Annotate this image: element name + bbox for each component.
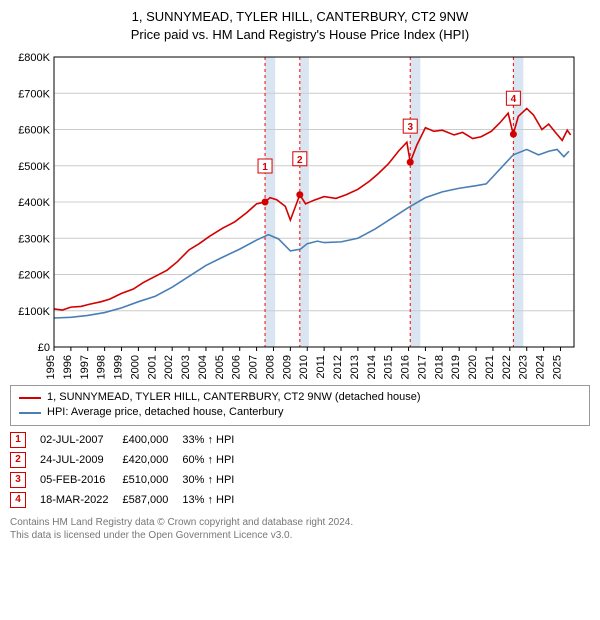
svg-text:2001: 2001: [146, 355, 158, 379]
svg-text:£100K: £100K: [18, 306, 50, 318]
svg-text:1996: 1996: [62, 355, 74, 379]
sale-date: 05-FEB-2016: [40, 470, 122, 490]
sale-delta: 33% ↑ HPI: [182, 430, 248, 450]
svg-text:1999: 1999: [113, 355, 125, 379]
sale-marker-icon: 2: [10, 452, 26, 468]
sale-delta: 30% ↑ HPI: [182, 470, 248, 490]
svg-text:£300K: £300K: [18, 233, 50, 245]
svg-text:2025: 2025: [551, 355, 563, 379]
svg-text:1997: 1997: [79, 355, 91, 379]
svg-text:2004: 2004: [197, 355, 209, 379]
chart-container: £0 £100K £200K £300K £400K £500K £600K £700K £80…: [10, 49, 590, 379]
sale-price: £587,000: [122, 490, 182, 510]
sales-table: 1 02-JUL-2007£400,00033% ↑ HPI 2 24-JUL-200…: [10, 430, 248, 510]
svg-text:£800K: £800K: [18, 52, 50, 64]
svg-text:2016: 2016: [400, 355, 412, 379]
svg-text:2009: 2009: [281, 355, 293, 379]
svg-text:2000: 2000: [129, 355, 141, 379]
legend-item-hpi: HPI: Average price, detached house, Cant…: [19, 405, 581, 420]
sale-price: £420,000: [122, 450, 182, 470]
svg-text:£200K: £200K: [18, 270, 50, 282]
svg-text:2008: 2008: [264, 355, 276, 379]
table-row: 1 02-JUL-2007£400,00033% ↑ HPI: [10, 430, 248, 450]
sale-delta: 60% ↑ HPI: [182, 450, 248, 470]
svg-text:£400K: £400K: [18, 197, 50, 209]
sale-date: 24-JUL-2009: [40, 450, 122, 470]
license-line2: This data is licensed under the Open Gov…: [10, 529, 590, 542]
sale-date: 18-MAR-2022: [40, 490, 122, 510]
svg-text:2017: 2017: [416, 355, 428, 379]
svg-text:1998: 1998: [96, 355, 108, 379]
svg-text:2005: 2005: [214, 355, 226, 379]
price-chart: £0 £100K £200K £300K £400K £500K £600K £700K £80…: [10, 49, 590, 379]
svg-text:2020: 2020: [467, 355, 479, 379]
svg-text:£600K: £600K: [18, 125, 50, 137]
svg-text:1: 1: [262, 162, 268, 173]
svg-text:2003: 2003: [180, 355, 192, 379]
license-text: Contains HM Land Registry data © Crown c…: [10, 516, 590, 542]
table-row: 4 18-MAR-2022£587,00013% ↑ HPI: [10, 490, 248, 510]
table-row: 2 24-JUL-2009£420,00060% ↑ HPI: [10, 450, 248, 470]
svg-text:2010: 2010: [298, 355, 310, 379]
legend-label-hpi: HPI: Average price, detached house, Cant…: [47, 405, 283, 420]
sale-date: 02-JUL-2007: [40, 430, 122, 450]
legend-swatch-property: [19, 397, 41, 399]
svg-text:2002: 2002: [163, 355, 175, 379]
svg-text:2011: 2011: [315, 355, 327, 379]
svg-text:2014: 2014: [366, 355, 378, 379]
title-subtitle: Price paid vs. HM Land Registry's House …: [10, 26, 590, 44]
svg-text:2018: 2018: [433, 355, 445, 379]
legend: 1, SUNNYMEAD, TYLER HILL, CANTERBURY, CT…: [10, 385, 590, 426]
svg-text:2023: 2023: [518, 355, 530, 379]
table-row: 3 05-FEB-2016£510,00030% ↑ HPI: [10, 470, 248, 490]
svg-text:£700K: £700K: [18, 88, 50, 100]
svg-text:4: 4: [511, 94, 517, 105]
svg-text:2: 2: [297, 155, 303, 166]
sale-delta: 13% ↑ HPI: [182, 490, 248, 510]
svg-text:2013: 2013: [349, 355, 361, 379]
svg-text:2021: 2021: [484, 355, 496, 379]
svg-text:2007: 2007: [248, 355, 260, 379]
svg-text:2006: 2006: [231, 355, 243, 379]
svg-text:2019: 2019: [450, 355, 462, 379]
sale-price: £400,000: [122, 430, 182, 450]
svg-text:1995: 1995: [45, 355, 57, 379]
chart-title: 1, SUNNYMEAD, TYLER HILL, CANTERBURY, CT…: [10, 8, 590, 43]
sale-price: £510,000: [122, 470, 182, 490]
svg-text:2024: 2024: [535, 355, 547, 379]
title-address: 1, SUNNYMEAD, TYLER HILL, CANTERBURY, CT…: [10, 8, 590, 26]
svg-text:£0: £0: [38, 342, 50, 354]
svg-text:2022: 2022: [501, 355, 513, 379]
legend-label-property: 1, SUNNYMEAD, TYLER HILL, CANTERBURY, CT…: [47, 390, 421, 405]
sale-marker-icon: 1: [10, 432, 26, 448]
legend-swatch-hpi: [19, 412, 41, 414]
license-line1: Contains HM Land Registry data © Crown c…: [10, 516, 590, 529]
legend-item-property: 1, SUNNYMEAD, TYLER HILL, CANTERBURY, CT…: [19, 390, 581, 405]
sale-marker-icon: 4: [10, 492, 26, 508]
sale-marker-icon: 3: [10, 472, 26, 488]
svg-text:2015: 2015: [383, 355, 395, 379]
svg-text:3: 3: [407, 122, 413, 133]
svg-text:£500K: £500K: [18, 161, 50, 173]
svg-text:2012: 2012: [332, 355, 344, 379]
